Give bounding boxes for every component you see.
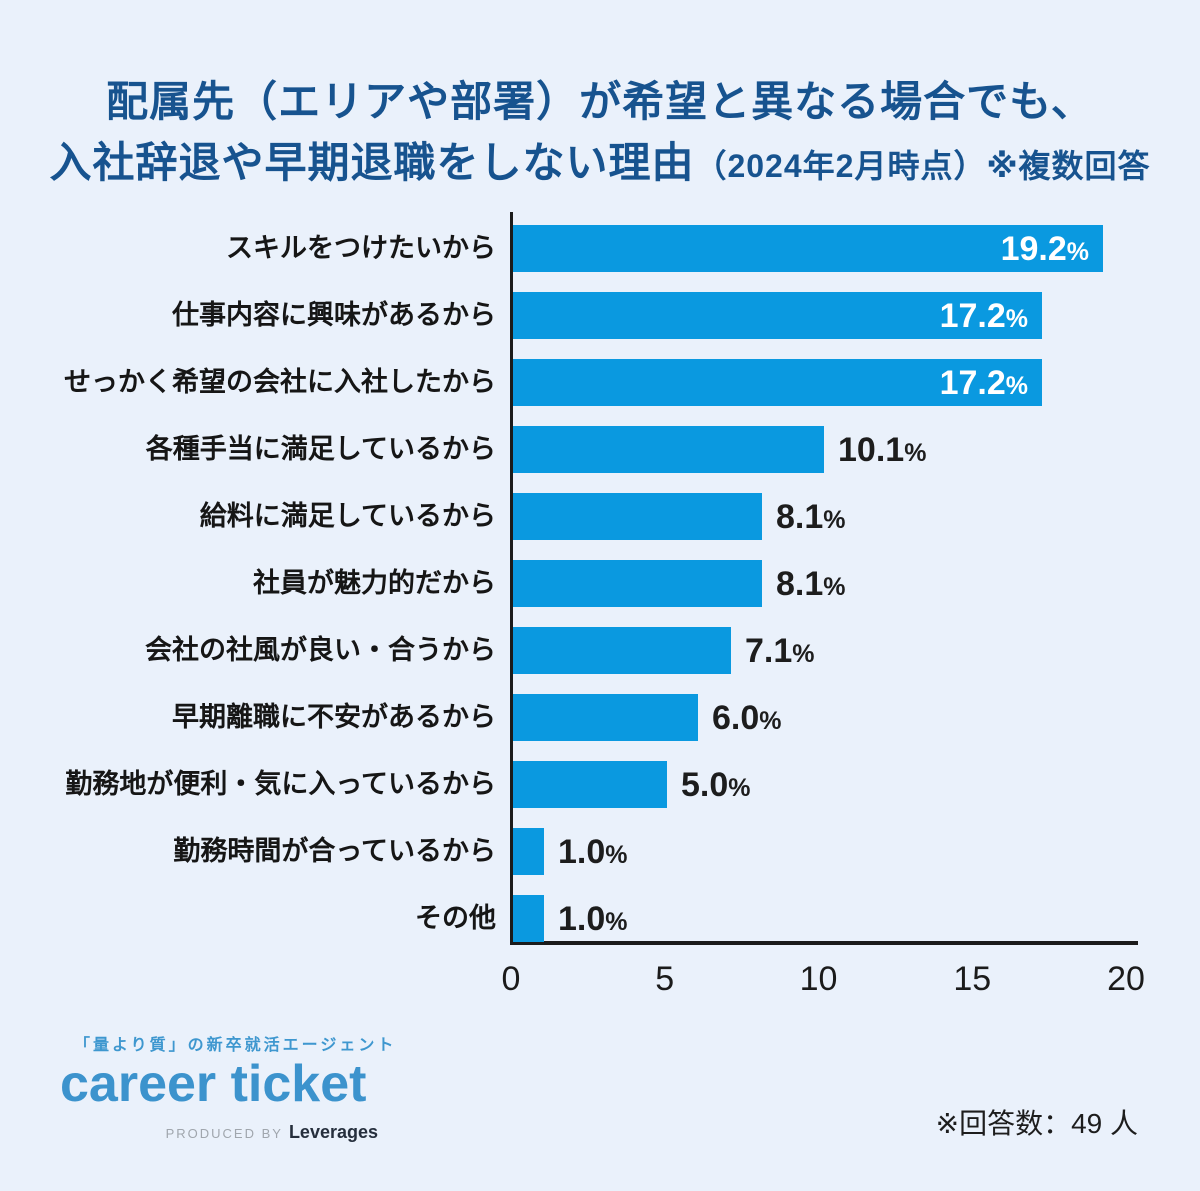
category-label: その他 bbox=[415, 903, 496, 933]
produced-by: PRODUCED BY Leverages bbox=[60, 1122, 378, 1143]
respondents-note: ※回答数：49 人 bbox=[935, 1108, 1138, 1139]
bar-row: 社員が魅力的だから 8.1% bbox=[0, 560, 1200, 607]
bar-row: せっかく希望の会社に入社したから 17.2% bbox=[0, 359, 1200, 406]
bar bbox=[513, 426, 824, 473]
bar bbox=[513, 292, 1042, 339]
company-name: Leverages bbox=[288, 1122, 378, 1142]
x-tick-label: 20 bbox=[1107, 960, 1145, 998]
bar bbox=[513, 493, 762, 540]
bar bbox=[513, 225, 1103, 272]
x-tick-label: 15 bbox=[953, 960, 992, 998]
chart-title-line1: 配属先（エリアや部署）が希望と異なる場合でも、 bbox=[106, 78, 1094, 125]
chart-title-line2: 入社辞退や早期退職をしない理由 bbox=[49, 138, 695, 186]
category-label: 給料に満足しているから bbox=[199, 501, 496, 531]
bar-row: 勤務時間が合っているから 1.0% bbox=[0, 828, 1200, 875]
value-label: 17.2% bbox=[939, 297, 1028, 335]
value-label: 8.1% bbox=[776, 565, 846, 603]
bar bbox=[513, 828, 544, 875]
bar bbox=[513, 627, 731, 674]
value-label: 1.0% bbox=[558, 833, 628, 871]
bar bbox=[513, 359, 1042, 406]
axes bbox=[510, 212, 1138, 945]
category-label: 早期離職に不安があるから bbox=[172, 702, 496, 732]
x-tick-label: 10 bbox=[799, 960, 838, 998]
bar-row: 仕事内容に興味があるから 17.2% bbox=[0, 292, 1200, 339]
value-label: 8.1% bbox=[776, 498, 846, 536]
category-label: 会社の社風が良い・合うから bbox=[145, 635, 496, 665]
bar-row: 勤務地が便利・気に入っているから 5.0% bbox=[0, 761, 1200, 808]
value-label: 19.2% bbox=[1000, 230, 1089, 268]
category-label: 各種手当に満足しているから bbox=[145, 434, 496, 464]
bar bbox=[513, 560, 762, 607]
bar-row: スキルをつけたいから 19.2% bbox=[0, 225, 1200, 272]
bar bbox=[513, 694, 698, 741]
category-label: 社員が魅力的だから bbox=[253, 568, 496, 598]
category-label: 勤務地が便利・気に入っているから bbox=[65, 769, 496, 799]
chart-title: 配属先（エリアや部署）が希望と異なる場合でも、入社辞退や早期退職をしない理由（2… bbox=[0, 72, 1200, 194]
category-label: せっかく希望の会社に入社したから bbox=[64, 367, 496, 397]
bar-row: 会社の社風が良い・合うから 7.1% bbox=[0, 627, 1200, 674]
x-tick-label: 0 bbox=[501, 960, 521, 998]
brand-tagline: 「量より質」の新卒就活エージェント bbox=[74, 1037, 397, 1054]
value-label: 10.1% bbox=[838, 431, 927, 469]
value-label: 5.0% bbox=[681, 766, 751, 804]
bar-chart: スキルをつけたいから 19.2% 仕事内容に興味があるから 17.2% せっかく希望の会… bbox=[0, 212, 1200, 1012]
bar bbox=[513, 761, 667, 808]
x-tick-label: 5 bbox=[655, 960, 675, 998]
brand-logo: career ticket bbox=[60, 1055, 367, 1113]
value-label: 6.0% bbox=[712, 699, 782, 737]
bar-row: その他 1.0% bbox=[0, 895, 1200, 942]
bar bbox=[513, 895, 544, 942]
produced-by-label: PRODUCED BY bbox=[165, 1126, 283, 1141]
value-label: 1.0% bbox=[558, 900, 628, 938]
chart-title-note: （2024年2月時点）※複数回答 bbox=[694, 147, 1151, 184]
value-label: 17.2% bbox=[939, 364, 1028, 402]
bar-row: 早期離職に不安があるから 6.0% bbox=[0, 694, 1200, 741]
value-label: 7.1% bbox=[745, 632, 815, 670]
category-label: スキルをつけたいから bbox=[226, 233, 496, 263]
category-label: 仕事内容に興味があるから bbox=[172, 300, 496, 330]
category-label: 勤務時間が合っているから bbox=[173, 836, 496, 866]
bar-row: 各種手当に満足しているから 10.1% bbox=[0, 426, 1200, 473]
bar-row: 給料に満足しているから 8.1% bbox=[0, 493, 1200, 540]
